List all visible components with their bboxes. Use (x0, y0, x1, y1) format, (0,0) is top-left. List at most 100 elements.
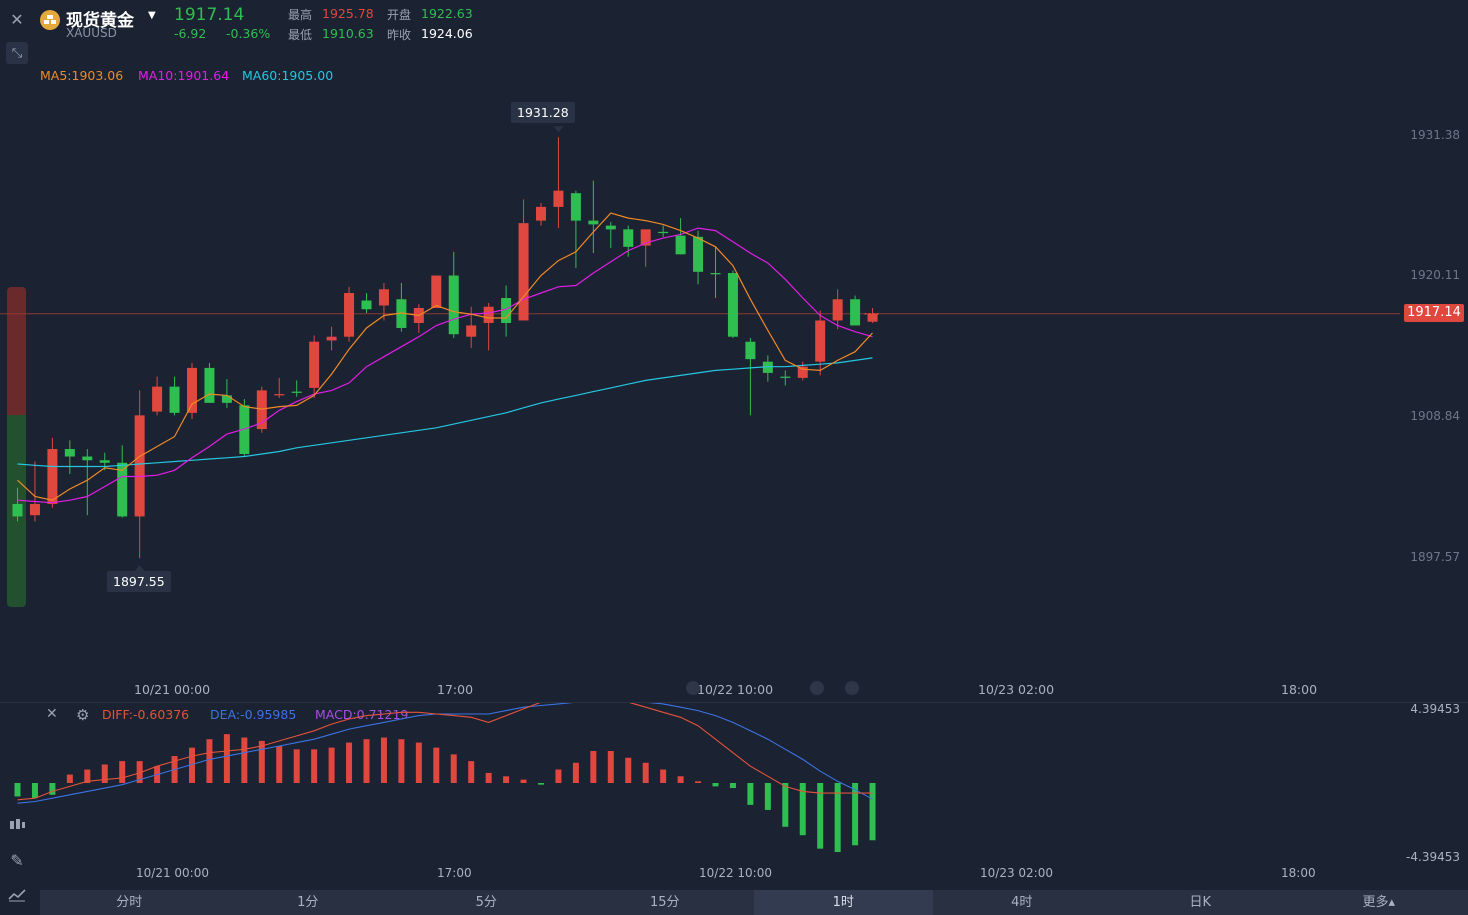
tab-1hour[interactable]: 1时 (754, 890, 933, 915)
candle-body (832, 299, 843, 321)
current-price-tag: 1917.14 (1404, 304, 1464, 322)
candle-body (815, 320, 826, 362)
candle-body (536, 206, 546, 221)
macd-chart[interactable] (0, 703, 1468, 888)
candle-body (361, 300, 372, 310)
candle-body (518, 223, 529, 321)
close-icon[interactable]: ✕ (10, 9, 24, 29)
tab-more[interactable]: 更多▴ (1362, 895, 1396, 910)
candle-body (169, 386, 180, 413)
macd-bar (398, 739, 405, 783)
time-label: 18:00 (1281, 682, 1318, 697)
time-label: 10/22 10:00 (697, 682, 774, 697)
candle-body (291, 391, 302, 393)
candle-body (693, 236, 704, 272)
tab-daily[interactable]: 日K (1189, 895, 1212, 910)
tab-4hour[interactable]: 4时 (1011, 895, 1033, 910)
candle-body (309, 341, 320, 388)
time-label: 17:00 (437, 682, 474, 697)
candle-body (204, 367, 215, 403)
macd-time-label: 10/23 02:00 (980, 866, 1053, 880)
scroll-dot[interactable] (686, 681, 700, 695)
macd-time-label: 10/21 00:00 (136, 866, 209, 880)
candle-body (326, 336, 337, 341)
gold-coin-icon (40, 10, 60, 30)
ma5-legend: MA5:1903.06 (40, 68, 124, 83)
macd-bar (729, 783, 736, 789)
macd-bar (66, 774, 73, 783)
candle-body (466, 325, 477, 337)
candle-body (152, 386, 163, 412)
price-tick: 1920.11 (1410, 268, 1460, 282)
high-annotation: 1931.28 (511, 102, 575, 123)
tab-15min[interactable]: 15分 (649, 895, 680, 910)
indicator-icon[interactable] (6, 884, 28, 906)
prev-close-value: 1924.06 (421, 26, 473, 41)
candle-type-icon[interactable] (6, 814, 28, 836)
candle-body (12, 503, 23, 517)
instrument-name[interactable]: 现货黄金 (66, 11, 134, 31)
low-pointer (134, 565, 145, 572)
price-change: -6.92 (174, 26, 207, 41)
macd-bar (450, 754, 457, 783)
macd-bar (607, 751, 614, 783)
scroll-dot[interactable] (845, 681, 859, 695)
macd-bar (677, 776, 684, 783)
tab-1min[interactable]: 1分 (297, 895, 319, 910)
candle-body (605, 225, 616, 230)
open-value: 1922.63 (421, 6, 473, 21)
candle-body (640, 229, 651, 246)
candlestick-chart[interactable] (0, 0, 1468, 700)
pencil-icon[interactable]: ✎ (10, 850, 24, 870)
macd-bar (572, 762, 579, 783)
macd-bar (136, 761, 143, 783)
tab-timeshare[interactable]: 分时 (116, 895, 143, 910)
candle-body (274, 394, 285, 396)
macd-bar (520, 779, 527, 783)
tab-5min[interactable]: 5分 (475, 895, 497, 910)
macd-bar (311, 749, 318, 783)
candle-body (727, 273, 738, 337)
macd-bar (84, 769, 91, 783)
settings-icon[interactable]: ⚙ (76, 706, 90, 724)
time-label: 10/21 00:00 (134, 682, 211, 697)
candle-body (396, 299, 407, 328)
candle-body (745, 341, 756, 360)
candle-body (867, 313, 878, 322)
prev-close-label: 昨收 (387, 28, 412, 42)
instrument-code: XAUUSD (66, 26, 117, 40)
diff-legend: DIFF:-0.60376 (102, 707, 190, 722)
time-label: 10/23 02:00 (978, 682, 1055, 697)
candle-body (82, 456, 93, 461)
ma5-line (17, 212, 873, 501)
macd-bar (764, 783, 771, 810)
candle-body (221, 395, 232, 403)
candle-body (570, 193, 581, 221)
macd-bar (590, 751, 597, 783)
macd-bar (660, 769, 667, 783)
macd-axis-top: 4.39453 (1410, 702, 1460, 716)
macd-legend: MACD:0.71219 (315, 707, 409, 722)
ma10-line (17, 227, 873, 504)
macd-axis-bottom: -4.39453 (1406, 850, 1460, 864)
price-tick: 1931.38 (1410, 128, 1460, 142)
candle-body (553, 190, 564, 207)
macd-bar (799, 783, 806, 836)
macd-time-label: 17:00 (437, 866, 472, 880)
scroll-dot[interactable] (810, 681, 824, 695)
macd-bar (293, 749, 300, 783)
high-value: 1925.78 (322, 6, 374, 21)
macd-bar (415, 742, 422, 783)
candle-body (675, 235, 686, 255)
ma60-line (17, 357, 873, 468)
candle-body (710, 273, 721, 275)
macd-bar (206, 739, 213, 783)
dropdown-icon[interactable]: ▼ (148, 10, 156, 21)
macd-bar (712, 783, 719, 787)
macd-bar (555, 769, 562, 783)
collapse-icon[interactable]: ⤡ (6, 42, 28, 64)
close-icon[interactable]: ✕ (46, 706, 58, 722)
candle-body (378, 289, 389, 306)
candle-body (448, 275, 459, 335)
low-label: 最低 (288, 28, 313, 42)
